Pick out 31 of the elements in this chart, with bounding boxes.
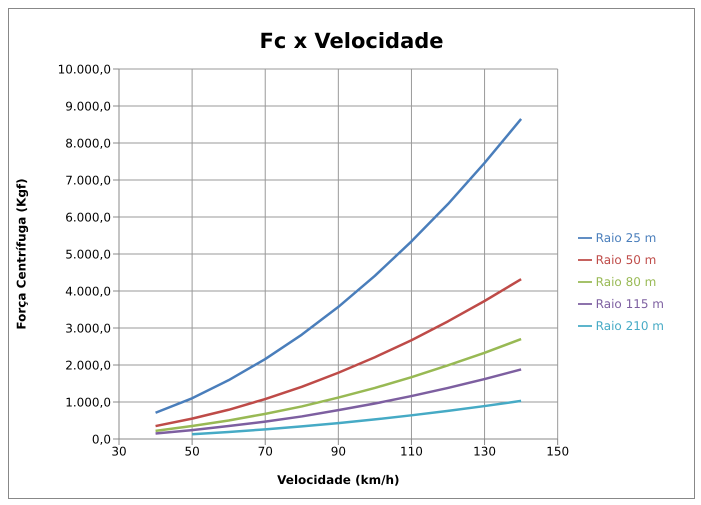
x-tick-label: 30 [111,444,127,459]
y-tick-label: 3.000,0 [65,321,111,336]
y-tick-label: 6.000,0 [65,210,111,224]
y-tick-label: 10.000,0 [58,62,111,76]
x-tick-label: 90 [330,444,346,459]
y-tick-label: 7.000,0 [65,173,111,188]
x-axis-title: Velocidade (km/h) [277,473,400,487]
x-tick-label: 50 [184,444,200,459]
x-tick-label: 130 [473,444,496,459]
legend-label: Raio 115 m [596,296,664,310]
line-series [154,338,522,432]
legend-label: Raio 80 m [596,274,656,288]
legend-label: Raio 210 m [596,318,664,332]
legend-label: Raio 50 m [596,252,656,266]
y-tick-label: 0,0 [92,432,111,446]
x-tick-label: 110 [400,444,423,459]
line-series [154,368,522,435]
x-tick-label: 150 [546,444,570,459]
x-tick-label: 70 [258,444,273,459]
y-axis-title: Força Centrífuga (Kgf) [14,178,28,330]
y-tick-label: 2.000,0 [65,358,111,372]
line-series [154,278,522,428]
line-series [154,118,522,414]
legend-label: Raio 25 m [596,230,656,244]
y-tick-label: 4.000,0 [65,284,111,298]
y-tick-label: 8.000,0 [65,136,111,150]
chart-title: Fc x Velocidade [258,28,445,55]
line-series [190,400,522,436]
y-tick-label: 5.000,0 [65,247,111,262]
y-tick-label: 1.000,0 [65,395,111,410]
y-tick-label: 9.000,0 [65,99,111,114]
